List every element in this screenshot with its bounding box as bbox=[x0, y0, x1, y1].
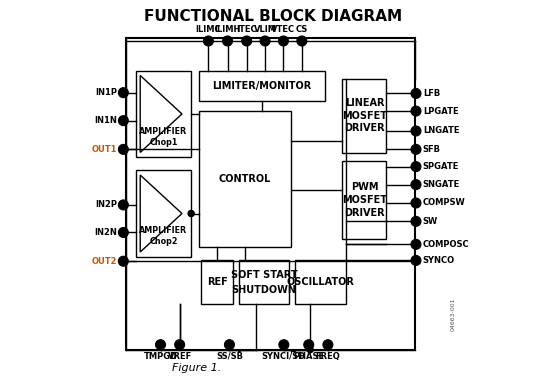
Circle shape bbox=[174, 340, 185, 350]
FancyBboxPatch shape bbox=[295, 260, 346, 304]
FancyBboxPatch shape bbox=[136, 71, 191, 157]
Text: Chop1: Chop1 bbox=[149, 138, 178, 147]
Text: CONTROL: CONTROL bbox=[219, 174, 271, 184]
Circle shape bbox=[118, 144, 129, 154]
Text: MOSFET: MOSFET bbox=[342, 195, 387, 205]
Circle shape bbox=[260, 36, 270, 46]
Circle shape bbox=[411, 126, 421, 136]
Text: LPGATE: LPGATE bbox=[423, 106, 458, 116]
Text: IN1P: IN1P bbox=[96, 88, 118, 97]
Circle shape bbox=[118, 228, 129, 237]
Text: LNGATE: LNGATE bbox=[423, 126, 459, 136]
Circle shape bbox=[278, 36, 288, 46]
Text: ILIMC: ILIMC bbox=[196, 25, 221, 34]
FancyBboxPatch shape bbox=[342, 79, 387, 153]
Text: SYNCO: SYNCO bbox=[423, 256, 455, 265]
Circle shape bbox=[224, 340, 235, 350]
Text: LFB: LFB bbox=[423, 89, 440, 98]
Text: ILIMH: ILIMH bbox=[214, 25, 241, 34]
Text: 04663-001: 04663-001 bbox=[450, 297, 456, 331]
Text: SOFT START: SOFT START bbox=[231, 270, 297, 280]
Text: LIMITER/MONITOR: LIMITER/MONITOR bbox=[212, 81, 312, 91]
Circle shape bbox=[411, 106, 421, 116]
Text: VTEC: VTEC bbox=[271, 25, 295, 34]
FancyBboxPatch shape bbox=[239, 260, 289, 304]
Circle shape bbox=[323, 340, 333, 350]
Circle shape bbox=[411, 239, 421, 249]
Text: AMPLIFIER: AMPLIFIER bbox=[139, 127, 188, 136]
Circle shape bbox=[411, 88, 421, 98]
Circle shape bbox=[307, 347, 313, 353]
Text: PWM: PWM bbox=[351, 182, 378, 193]
Text: SHUTDOWN: SHUTDOWN bbox=[231, 285, 296, 295]
Text: VREF: VREF bbox=[167, 352, 192, 361]
Text: SYNCI/SD: SYNCI/SD bbox=[262, 352, 306, 361]
Text: REF: REF bbox=[207, 277, 228, 288]
Text: VLIM: VLIM bbox=[254, 25, 277, 34]
Text: FREQ: FREQ bbox=[316, 352, 340, 361]
Circle shape bbox=[411, 216, 421, 226]
Text: COMPOSC: COMPOSC bbox=[423, 240, 469, 249]
FancyBboxPatch shape bbox=[126, 38, 415, 350]
Circle shape bbox=[118, 256, 129, 266]
Text: TMPGD: TMPGD bbox=[143, 352, 178, 361]
FancyBboxPatch shape bbox=[201, 260, 233, 304]
Text: DRIVER: DRIVER bbox=[344, 123, 385, 134]
Circle shape bbox=[188, 211, 194, 217]
Circle shape bbox=[411, 180, 421, 190]
Text: OUT1: OUT1 bbox=[92, 145, 118, 154]
Text: Chop2: Chop2 bbox=[149, 237, 178, 246]
Text: PHASE: PHASE bbox=[293, 352, 324, 361]
Text: DRIVER: DRIVER bbox=[344, 208, 385, 218]
Text: OUT2: OUT2 bbox=[92, 257, 118, 266]
Text: SS/SB: SS/SB bbox=[216, 352, 243, 361]
Circle shape bbox=[279, 340, 289, 350]
Text: SNGATE: SNGATE bbox=[423, 180, 460, 189]
Text: IN2P: IN2P bbox=[96, 200, 118, 210]
Circle shape bbox=[411, 144, 421, 154]
Circle shape bbox=[411, 255, 421, 265]
Text: COMPSW: COMPSW bbox=[423, 198, 465, 208]
Text: CS: CS bbox=[296, 25, 308, 34]
FancyBboxPatch shape bbox=[199, 71, 325, 101]
Text: OSCILLATOR: OSCILLATOR bbox=[287, 277, 354, 288]
Text: IN2N: IN2N bbox=[95, 228, 118, 237]
Text: SW: SW bbox=[423, 217, 438, 226]
Text: Figure 1.: Figure 1. bbox=[172, 363, 222, 373]
FancyBboxPatch shape bbox=[136, 170, 191, 257]
Circle shape bbox=[411, 162, 421, 172]
Text: FUNCTIONAL BLOCK DIAGRAM: FUNCTIONAL BLOCK DIAGRAM bbox=[144, 8, 403, 24]
Circle shape bbox=[297, 36, 307, 46]
Text: MOSFET: MOSFET bbox=[342, 111, 387, 121]
Text: IN1N: IN1N bbox=[95, 116, 118, 125]
Circle shape bbox=[203, 36, 213, 46]
Text: SPGATE: SPGATE bbox=[423, 162, 459, 171]
Circle shape bbox=[242, 36, 252, 46]
Circle shape bbox=[411, 198, 421, 208]
FancyBboxPatch shape bbox=[199, 111, 291, 247]
Text: ITEC: ITEC bbox=[236, 25, 257, 34]
Circle shape bbox=[304, 340, 314, 350]
FancyBboxPatch shape bbox=[342, 161, 387, 239]
Circle shape bbox=[155, 340, 166, 350]
Circle shape bbox=[118, 88, 129, 98]
Circle shape bbox=[118, 200, 129, 210]
Circle shape bbox=[223, 36, 232, 46]
Text: AMPLIFIER: AMPLIFIER bbox=[139, 226, 188, 235]
Text: SFB: SFB bbox=[423, 145, 441, 154]
Circle shape bbox=[118, 116, 129, 126]
Text: LINEAR: LINEAR bbox=[345, 98, 384, 108]
